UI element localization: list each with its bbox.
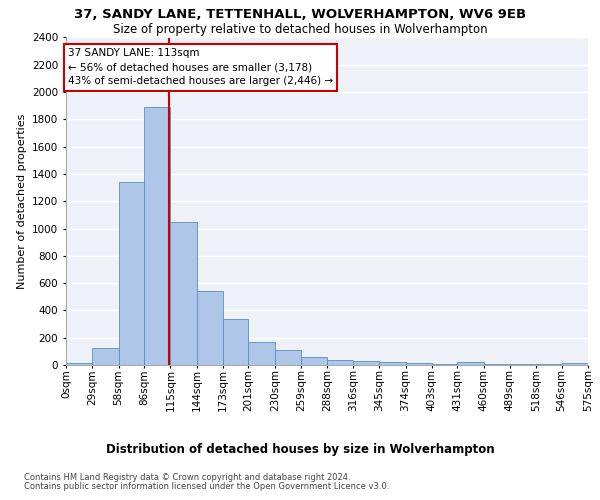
Text: Distribution of detached houses by size in Wolverhampton: Distribution of detached houses by size … bbox=[106, 442, 494, 456]
Bar bbox=[170, 222, 197, 365]
Bar bbox=[301, 357, 328, 365]
Bar bbox=[406, 363, 432, 365]
Bar bbox=[223, 320, 248, 365]
Bar bbox=[536, 364, 562, 365]
Bar bbox=[353, 361, 379, 365]
Bar bbox=[144, 107, 170, 365]
Text: Contains HM Land Registry data © Crown copyright and database right 2024.: Contains HM Land Registry data © Crown c… bbox=[24, 472, 350, 482]
Bar bbox=[66, 363, 92, 365]
Bar bbox=[457, 362, 484, 365]
Bar bbox=[119, 182, 144, 365]
Bar bbox=[562, 363, 588, 365]
Bar bbox=[484, 364, 510, 365]
Bar bbox=[92, 348, 119, 365]
Bar bbox=[248, 342, 275, 365]
Text: Contains public sector information licensed under the Open Government Licence v3: Contains public sector information licen… bbox=[24, 482, 389, 491]
Text: Size of property relative to detached houses in Wolverhampton: Size of property relative to detached ho… bbox=[113, 22, 487, 36]
Text: 37 SANDY LANE: 113sqm
← 56% of detached houses are smaller (3,178)
43% of semi-d: 37 SANDY LANE: 113sqm ← 56% of detached … bbox=[68, 48, 333, 86]
Bar bbox=[197, 290, 223, 365]
Y-axis label: Number of detached properties: Number of detached properties bbox=[17, 114, 26, 289]
Text: 37, SANDY LANE, TETTENHALL, WOLVERHAMPTON, WV6 9EB: 37, SANDY LANE, TETTENHALL, WOLVERHAMPTO… bbox=[74, 8, 526, 20]
Bar bbox=[379, 362, 406, 365]
Bar bbox=[275, 350, 301, 365]
Bar bbox=[510, 364, 536, 365]
Bar bbox=[328, 360, 353, 365]
Bar bbox=[432, 364, 457, 365]
